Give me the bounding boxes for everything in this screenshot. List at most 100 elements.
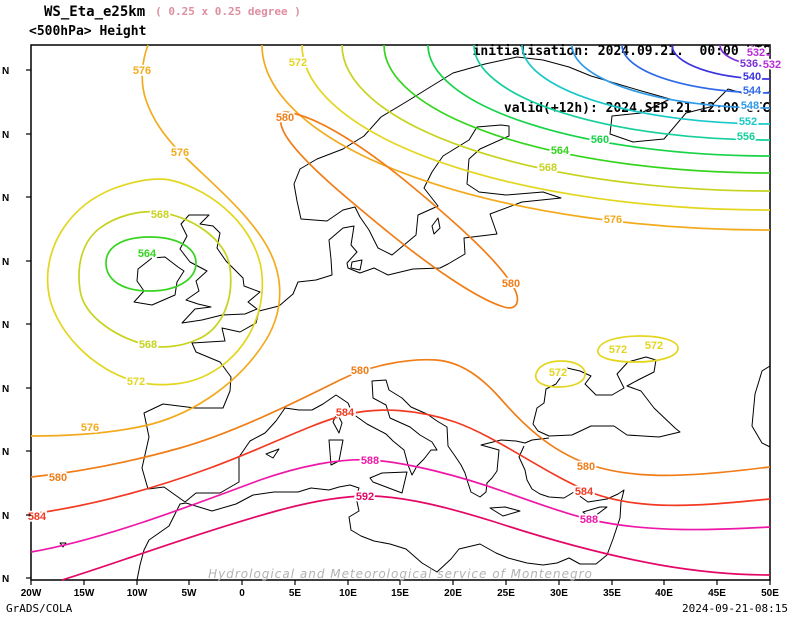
contour-label-564: 564 bbox=[138, 248, 157, 260]
coastline bbox=[431, 217, 441, 235]
contour-line-572 bbox=[597, 335, 679, 363]
model-resolution: ( 0.25 x 0.25 degree ) bbox=[155, 5, 301, 18]
contour-line-540 bbox=[671, 44, 771, 80]
contour-line-564 bbox=[105, 236, 197, 292]
lon-label: 40E bbox=[655, 588, 673, 599]
contour-label-576: 576 bbox=[171, 147, 189, 159]
contour-label-572: 572 bbox=[549, 367, 567, 379]
contour-label-532: 532 bbox=[763, 59, 781, 71]
contour-line-584 bbox=[30, 409, 771, 515]
contour-line-568 bbox=[78, 210, 232, 348]
coastline bbox=[582, 506, 608, 520]
contour-label-588: 588 bbox=[361, 455, 379, 467]
contour-label-580: 580 bbox=[351, 365, 369, 377]
contour-label-564: 564 bbox=[551, 145, 570, 157]
contour-line-560 bbox=[427, 44, 771, 157]
contour-line-552 bbox=[521, 44, 771, 125]
lat-label: N bbox=[2, 384, 9, 395]
lon-label: 20E bbox=[444, 588, 462, 599]
contour-label-576: 576 bbox=[604, 214, 622, 226]
contour-line-544 bbox=[621, 44, 771, 94]
contour-label-568: 568 bbox=[151, 209, 169, 221]
contour-label-584: 584 bbox=[336, 407, 355, 419]
contour-label-588: 588 bbox=[580, 514, 598, 526]
model-title: WS_Eta_e25km ( 0.25 x 0.25 degree ) bbox=[44, 4, 301, 20]
contour-label-536: 536 bbox=[740, 58, 758, 70]
lat-label: N bbox=[2, 447, 9, 458]
contour-label-592: 592 bbox=[356, 491, 374, 503]
lat-label: N bbox=[2, 320, 9, 331]
coastline bbox=[179, 214, 261, 324]
contour-line-568 bbox=[341, 44, 771, 192]
contour-line-572 bbox=[534, 360, 586, 388]
coastline bbox=[369, 471, 408, 494]
lat-label: N bbox=[2, 257, 9, 268]
contour-line-556 bbox=[473, 44, 771, 141]
creation-timestamp: 2024-09-21-08:15 bbox=[682, 602, 788, 615]
contour-line-580 bbox=[30, 358, 771, 478]
lat-label: N bbox=[2, 66, 9, 77]
coastline bbox=[751, 365, 771, 448]
coastline bbox=[136, 445, 625, 581]
contour-label-580: 580 bbox=[276, 112, 294, 124]
contour-line-572 bbox=[301, 44, 771, 211]
watermark: Hydrological and Meteorological service … bbox=[208, 567, 593, 581]
contour-label-572: 572 bbox=[609, 344, 627, 356]
contour-label-572: 572 bbox=[645, 340, 663, 352]
lon-label: 15W bbox=[74, 588, 95, 599]
lon-label: 0 bbox=[239, 588, 245, 599]
lon-label: 5W bbox=[182, 588, 198, 599]
contour-label-576: 576 bbox=[133, 65, 151, 77]
lat-label: N bbox=[2, 193, 9, 204]
contour-label-548: 548 bbox=[741, 100, 759, 112]
lon-label: 30E bbox=[550, 588, 568, 599]
contour-label-552: 552 bbox=[739, 116, 757, 128]
contour-line-548 bbox=[571, 44, 771, 109]
lon-label: 50E bbox=[761, 588, 779, 599]
coastline bbox=[133, 256, 185, 306]
contour-label-584: 584 bbox=[575, 486, 594, 498]
lat-label: N bbox=[2, 574, 9, 585]
contour-label-556: 556 bbox=[737, 131, 755, 143]
field-title: <500hPa> Height bbox=[29, 24, 147, 39]
lon-label: 10E bbox=[339, 588, 357, 599]
contour-line-592 bbox=[61, 495, 771, 581]
lat-label: N bbox=[2, 130, 9, 141]
contour-line-532 bbox=[751, 44, 771, 56]
contour-line-580 bbox=[279, 111, 519, 309]
lon-label: 10W bbox=[127, 588, 148, 599]
lon-label: 35E bbox=[603, 588, 621, 599]
model-name: WS_Eta_e25km bbox=[44, 4, 146, 20]
coastline bbox=[265, 448, 280, 459]
coastline bbox=[141, 56, 771, 503]
contour-label-568: 568 bbox=[139, 339, 157, 351]
map-frame bbox=[30, 44, 771, 581]
lon-label: 25E bbox=[497, 588, 515, 599]
contour-label-532: 532 bbox=[747, 47, 765, 59]
contour-label-568: 568 bbox=[539, 162, 557, 174]
contour-label-540: 540 bbox=[743, 71, 761, 83]
contour-label-584: 584 bbox=[28, 511, 47, 523]
contour-line-572 bbox=[46, 178, 264, 386]
contour-label-560: 560 bbox=[591, 134, 609, 146]
lon-label: 20W bbox=[21, 588, 42, 599]
lon-label: 15E bbox=[391, 588, 409, 599]
contour-line-536 bbox=[719, 44, 771, 67]
grads-credit: GrADS/COLA bbox=[6, 602, 73, 615]
contour-line-576 bbox=[30, 44, 281, 437]
contour-label-544: 544 bbox=[743, 85, 762, 97]
contour-line-576 bbox=[261, 44, 771, 231]
contour-label-580: 580 bbox=[502, 278, 520, 290]
coastline bbox=[350, 259, 363, 271]
contour-line-588 bbox=[30, 458, 771, 553]
contour-line-564 bbox=[383, 44, 771, 174]
coastline bbox=[489, 506, 521, 517]
contour-label-580: 580 bbox=[577, 461, 595, 473]
contour-label-572: 572 bbox=[289, 57, 307, 69]
lon-label: 45E bbox=[708, 588, 726, 599]
contour-label-572: 572 bbox=[127, 376, 145, 388]
lon-label: 5E bbox=[289, 588, 302, 599]
lat-label: N bbox=[2, 511, 9, 522]
